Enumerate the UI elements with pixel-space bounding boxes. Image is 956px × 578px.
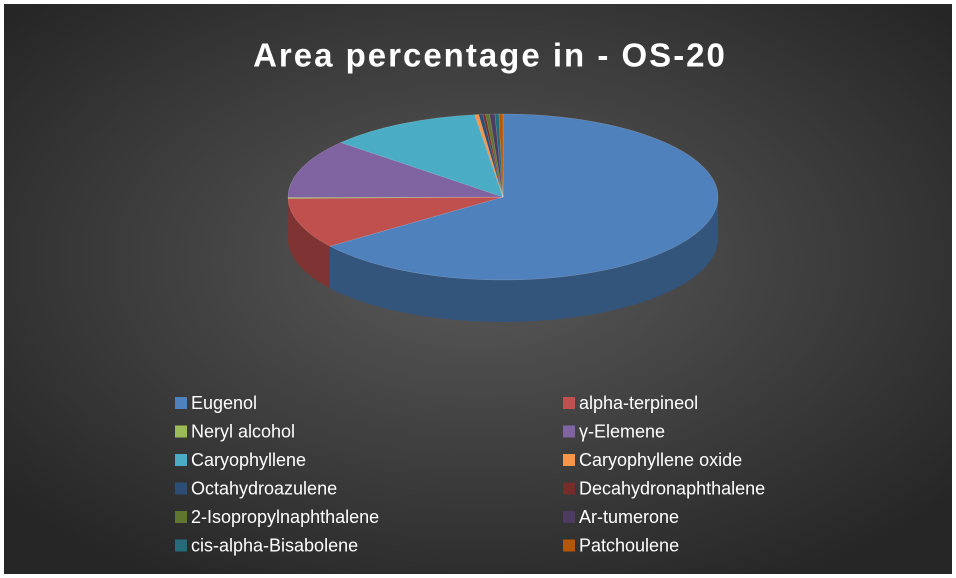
legend-swatch bbox=[175, 511, 187, 523]
pie-slice bbox=[329, 113, 719, 281]
legend-label: Decahydronaphthalene bbox=[579, 478, 765, 498]
legend-label: Caryophyllene bbox=[191, 450, 306, 470]
pie-slice bbox=[485, 113, 504, 198]
legend-swatch bbox=[563, 511, 575, 523]
legend-swatch bbox=[563, 454, 575, 466]
pie-slice bbox=[287, 196, 504, 247]
legend-label: Ar-tumerone bbox=[579, 507, 679, 527]
legend-label: cis-alpha-Bisabolene bbox=[191, 535, 358, 555]
legend-swatch bbox=[563, 425, 575, 438]
legend-swatch bbox=[175, 425, 187, 438]
legend-label: Caryophyllene oxide bbox=[579, 450, 742, 470]
pie-slice bbox=[482, 114, 504, 198]
pie-slice bbox=[340, 114, 504, 198]
legend-swatch bbox=[563, 539, 575, 552]
pie-side bbox=[329, 197, 718, 322]
legend-swatch bbox=[175, 539, 187, 552]
legend-label: Neryl alcohol bbox=[191, 421, 295, 441]
pie-slice bbox=[474, 114, 504, 198]
legend-swatch bbox=[175, 454, 187, 466]
pie-slice bbox=[489, 113, 504, 198]
pie-slice bbox=[494, 113, 504, 198]
legend-swatch bbox=[175, 397, 187, 409]
chart-title: Area percentage in - OS-20 bbox=[253, 37, 727, 74]
legend-label: Eugenol bbox=[191, 393, 257, 413]
legend-label: 2-Isopropylnaphthalene bbox=[191, 507, 379, 527]
legend-label: γ-Elemene bbox=[579, 421, 665, 441]
pie-side bbox=[288, 198, 330, 289]
legend-swatch bbox=[175, 482, 187, 495]
legend-swatch bbox=[563, 482, 575, 495]
pie-slice bbox=[287, 142, 504, 198]
legend-swatch bbox=[563, 397, 575, 409]
legend-label: alpha-terpineol bbox=[579, 393, 698, 413]
legend-label: Patchoulene bbox=[579, 535, 679, 555]
pie-slice bbox=[478, 114, 504, 198]
pie-slice bbox=[498, 113, 504, 198]
legend-label: Octahydroazulene bbox=[191, 478, 337, 498]
